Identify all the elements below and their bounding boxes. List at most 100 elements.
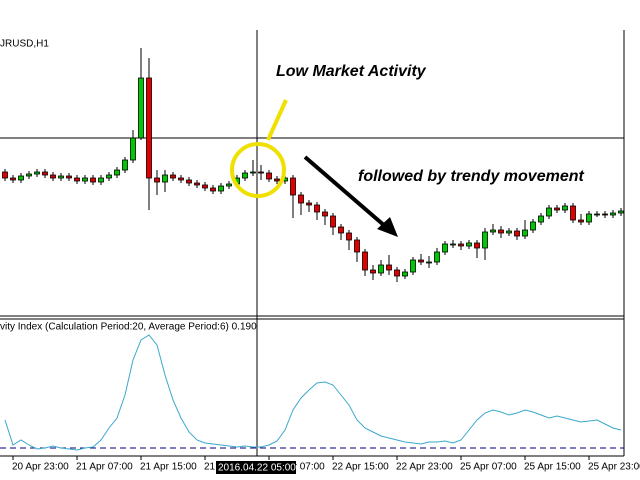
candle-body <box>362 251 368 271</box>
candle-body <box>538 215 544 223</box>
x-tick-label: 22 Apr 15:00 <box>332 462 389 473</box>
candle-body <box>130 137 136 161</box>
candle-body <box>546 207 552 217</box>
candle-body <box>498 229 504 234</box>
x-tick-label: 22 Apr 23:00 <box>396 462 453 473</box>
candle-body <box>194 182 200 186</box>
candle-body <box>82 177 88 182</box>
arrow-shaft <box>303 155 388 229</box>
candle-body <box>370 269 376 274</box>
candle-body <box>506 230 512 234</box>
arrow-head <box>377 217 398 237</box>
highlight-pointer <box>266 99 288 141</box>
x-tick-label: 25 Apr 07:00 <box>460 462 517 473</box>
candle-body <box>418 259 424 263</box>
x-tick-label: 21 Apr 07:00 <box>76 462 133 473</box>
candle-body <box>426 261 432 264</box>
crosshair-label-box <box>216 461 296 474</box>
candle-body <box>458 243 464 247</box>
candle-body <box>394 269 400 277</box>
candle-body <box>554 207 560 211</box>
frame <box>0 30 625 457</box>
candle-body <box>322 211 328 217</box>
crosshair-label-text: 2016.04.22 05:00 <box>218 463 296 474</box>
candle-body <box>474 242 480 249</box>
candle-body <box>434 251 440 263</box>
candle-body <box>98 177 104 183</box>
candle-body <box>410 259 416 273</box>
candle-body <box>442 243 448 253</box>
candle-body <box>242 172 248 179</box>
candle-body <box>26 173 32 177</box>
candle-body <box>450 243 456 246</box>
annotation: Low Market Activity <box>276 63 427 80</box>
candle-body <box>258 171 264 174</box>
x-tick-label: 22 Apr 07:00 <box>268 462 325 473</box>
candle-body <box>386 264 392 271</box>
candle-body <box>274 178 280 182</box>
candle-body <box>154 177 160 183</box>
candle-body <box>514 230 520 237</box>
candle-body <box>42 171 48 176</box>
candle-body <box>50 174 56 179</box>
candle-body <box>34 171 40 175</box>
candle-body <box>378 264 384 274</box>
candle-body <box>602 213 608 216</box>
candle-body <box>330 215 336 228</box>
x-tick-label: 20 Apr 23:00 <box>12 462 69 473</box>
symbol-label: JRUSD,H1 <box>0 39 49 50</box>
candle-body <box>250 171 256 174</box>
candle-body <box>18 175 24 181</box>
candle-body <box>466 242 472 247</box>
candle-body <box>106 174 112 179</box>
candle-body <box>10 177 16 181</box>
candle-body <box>586 213 592 223</box>
candle-body <box>522 229 528 237</box>
x-tick-label: 21 Apr 15:00 <box>140 462 197 473</box>
candle-body <box>58 175 64 179</box>
candle-body <box>346 232 352 241</box>
candle-body <box>90 177 96 183</box>
candle-body <box>114 169 120 176</box>
candle-body <box>122 159 128 171</box>
candle-body <box>578 219 584 223</box>
candle-body <box>186 179 192 184</box>
candle-body <box>298 194 304 204</box>
candle-body <box>562 205 568 211</box>
candle-body <box>402 271 408 277</box>
crosshair-label: 2016.04.22 05:00 <box>216 461 296 474</box>
candle-body <box>146 77 152 179</box>
candle-body <box>138 77 144 139</box>
candle-body <box>2 171 8 179</box>
candle-body <box>170 174 176 179</box>
candle-body <box>226 183 232 187</box>
candle-body <box>178 177 184 181</box>
candle-body <box>74 177 80 182</box>
candle-body <box>354 239 360 253</box>
candle-body <box>162 174 168 183</box>
x-tick-label: 25 Apr 23:00 <box>588 462 640 473</box>
candle-body <box>570 205 576 221</box>
candle-body <box>530 221 536 231</box>
indicator-label: vity Index (Calculation Period:20, Avera… <box>0 322 257 333</box>
annotation: followed by trendy movement <box>358 168 584 185</box>
candle-body <box>306 202 312 206</box>
candle-body <box>594 213 600 216</box>
candle-body <box>618 210 624 214</box>
candle-body <box>490 229 496 233</box>
candle-body <box>314 204 320 213</box>
candle-body <box>210 187 216 192</box>
candle-body <box>218 185 224 192</box>
candle-body <box>610 212 616 216</box>
candle-body <box>66 175 72 179</box>
annotations: JRUSD,H1 vity Index (Calculation Period:… <box>0 39 584 474</box>
candle-body <box>266 172 272 180</box>
candle-body <box>482 231 488 249</box>
x-tick-label: 25 Apr 15:00 <box>524 462 581 473</box>
candle-body <box>338 226 344 234</box>
candle-body <box>290 177 296 196</box>
highlight-circle <box>230 142 286 198</box>
